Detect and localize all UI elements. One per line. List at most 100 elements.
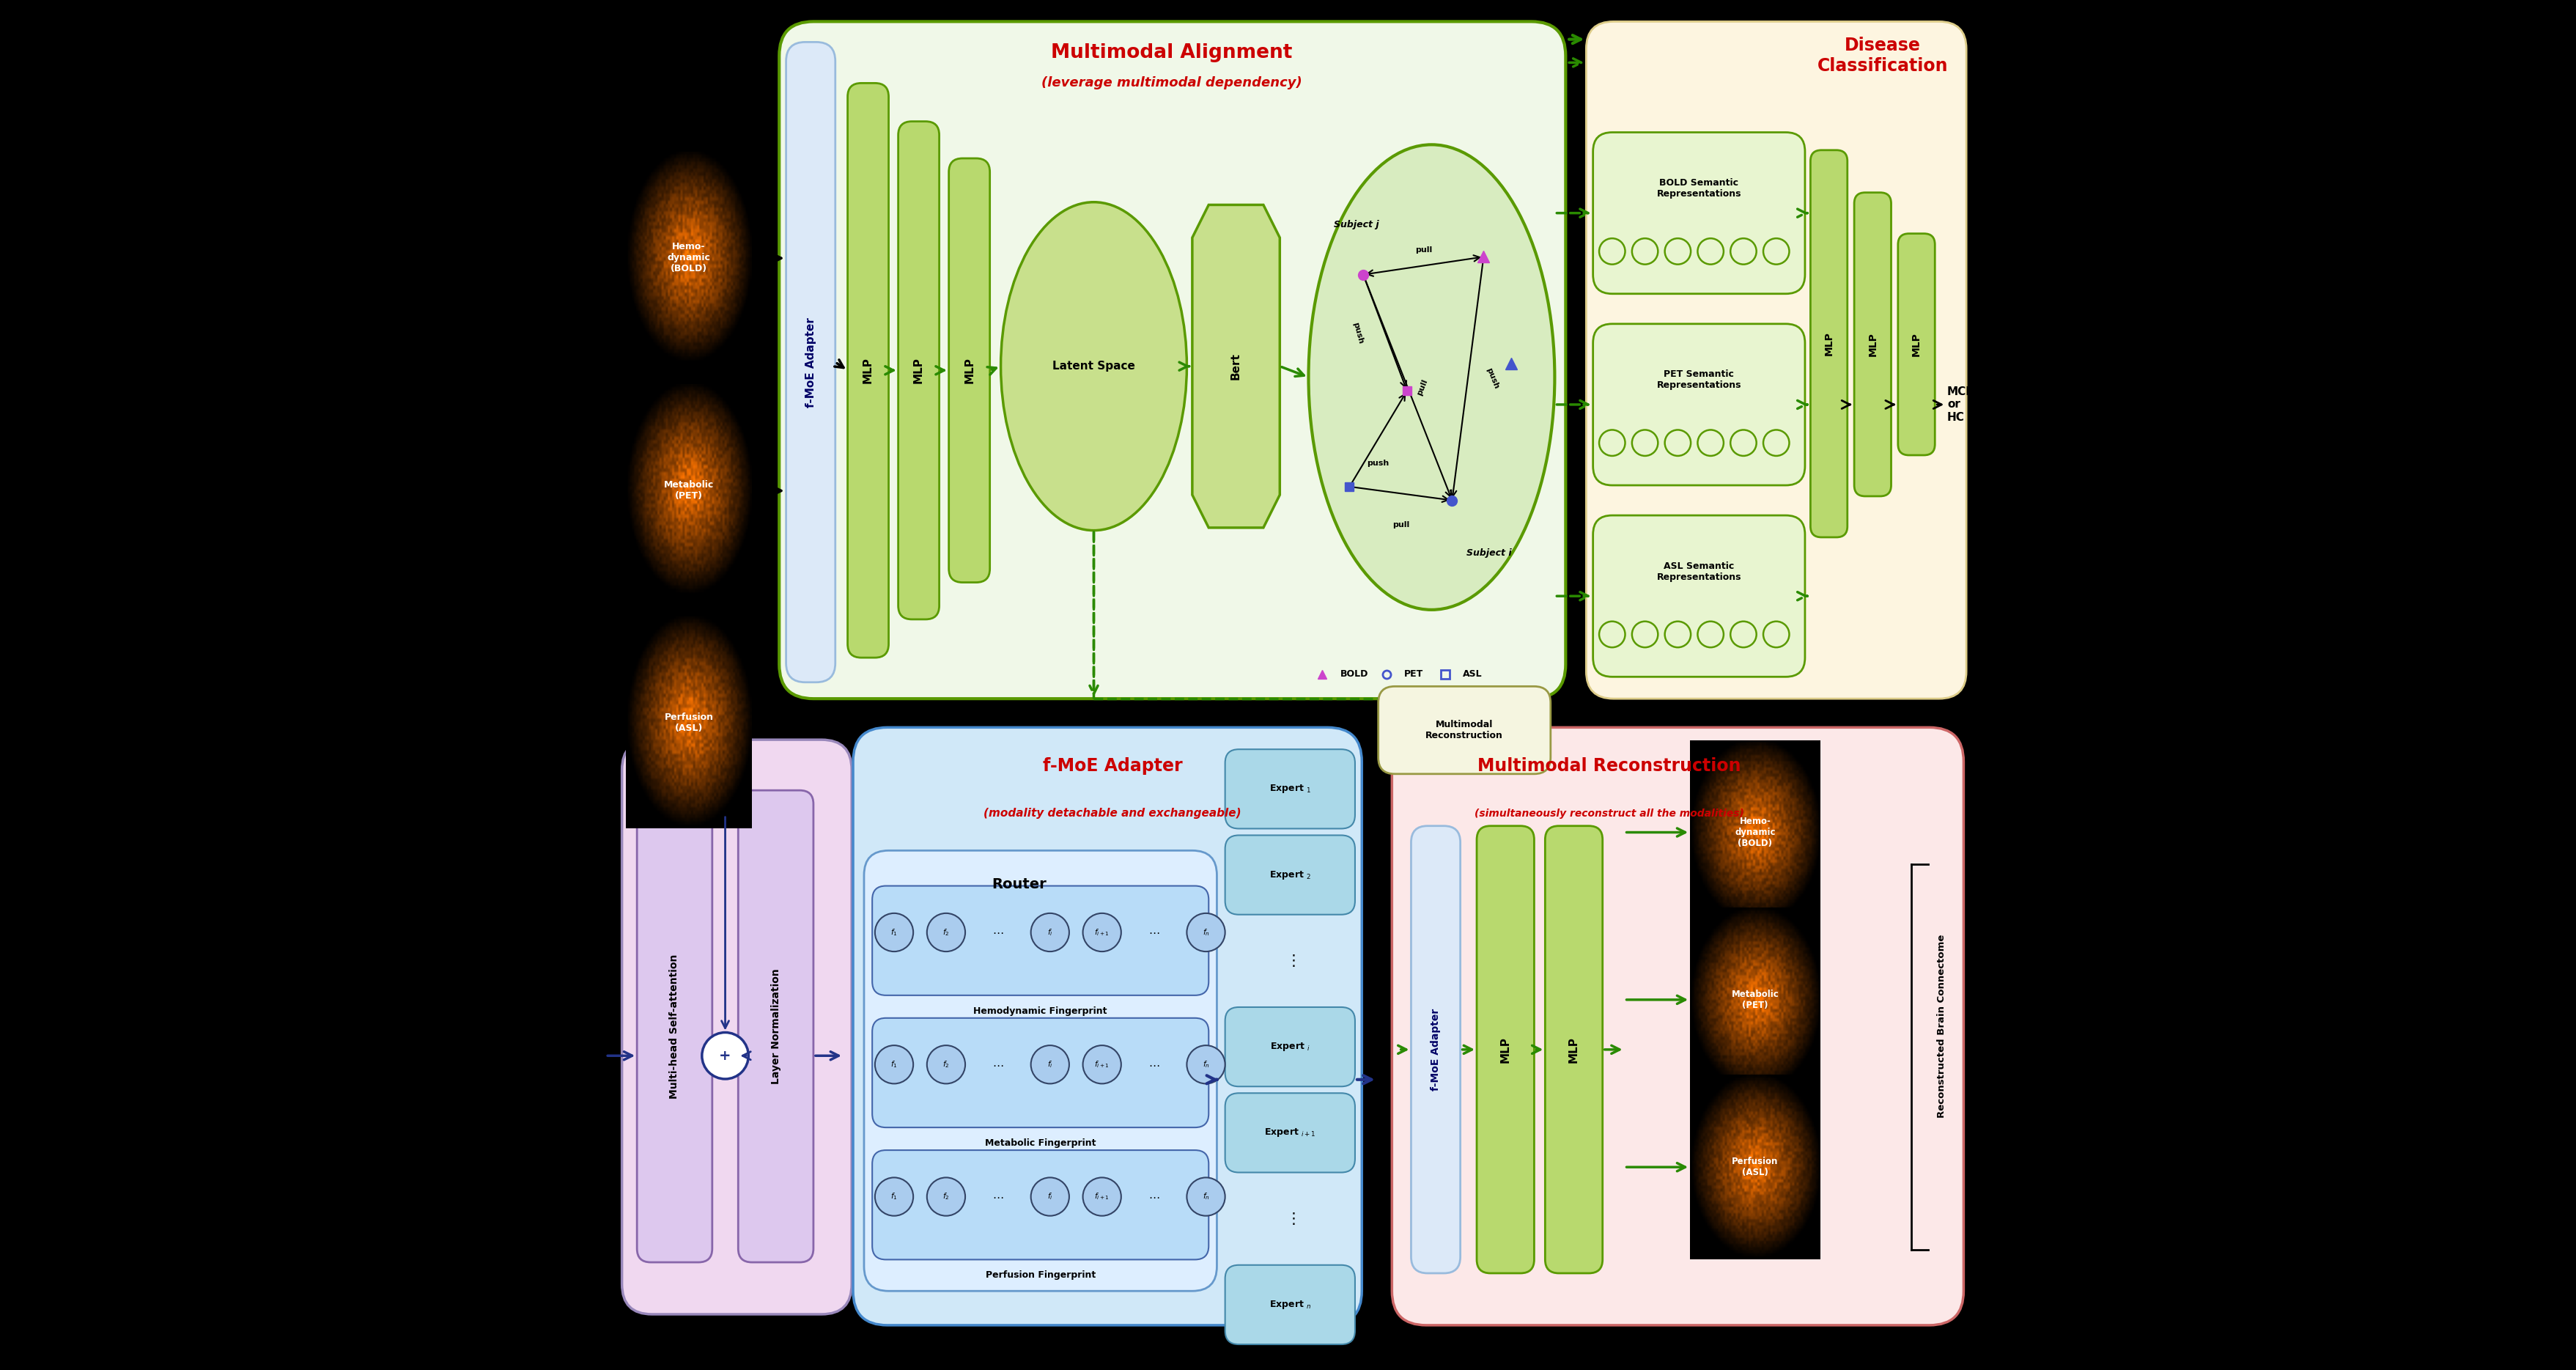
FancyBboxPatch shape bbox=[863, 851, 1216, 1291]
Text: Multimodal Alignment: Multimodal Alignment bbox=[1051, 44, 1293, 63]
Text: (simultaneously reconstruct all the modalities): (simultaneously reconstruct all the moda… bbox=[1473, 808, 1744, 819]
Circle shape bbox=[927, 1178, 966, 1215]
Text: MCI
or
HC: MCI or HC bbox=[1947, 386, 1971, 423]
Text: $f_i$: $f_i$ bbox=[1048, 927, 1054, 937]
FancyBboxPatch shape bbox=[621, 740, 853, 1314]
FancyBboxPatch shape bbox=[1226, 1265, 1355, 1344]
FancyBboxPatch shape bbox=[1412, 826, 1461, 1273]
FancyBboxPatch shape bbox=[873, 886, 1208, 996]
Text: pull: pull bbox=[1414, 378, 1430, 397]
Text: push: push bbox=[1368, 460, 1388, 467]
FancyBboxPatch shape bbox=[739, 790, 814, 1262]
Text: BOLD Semantic
Representations: BOLD Semantic Representations bbox=[1656, 178, 1741, 199]
Text: Multi-head Self-attention: Multi-head Self-attention bbox=[670, 954, 680, 1099]
FancyBboxPatch shape bbox=[1811, 151, 1847, 537]
Text: MLP: MLP bbox=[1868, 333, 1878, 356]
Text: $f_{i+1}$: $f_{i+1}$ bbox=[1095, 1059, 1110, 1070]
Text: MLP: MLP bbox=[1569, 1037, 1579, 1063]
Text: $\cdots$: $\cdots$ bbox=[992, 927, 1005, 938]
Text: $f_2$: $f_2$ bbox=[943, 1059, 951, 1070]
FancyBboxPatch shape bbox=[1476, 826, 1535, 1273]
FancyBboxPatch shape bbox=[1592, 133, 1806, 293]
FancyBboxPatch shape bbox=[778, 22, 1566, 699]
Text: Latent Space: Latent Space bbox=[1054, 360, 1136, 371]
FancyBboxPatch shape bbox=[1391, 727, 1963, 1325]
Text: $\cdots$: $\cdots$ bbox=[992, 1191, 1005, 1201]
Circle shape bbox=[1082, 1178, 1121, 1215]
Text: $f_1$: $f_1$ bbox=[891, 927, 896, 937]
Text: $\cdots$: $\cdots$ bbox=[1149, 1191, 1159, 1201]
Text: Hemo-
dynamic
(BOLD): Hemo- dynamic (BOLD) bbox=[1734, 817, 1775, 848]
FancyBboxPatch shape bbox=[1226, 749, 1355, 829]
FancyBboxPatch shape bbox=[899, 122, 940, 619]
FancyBboxPatch shape bbox=[636, 790, 711, 1262]
Text: f-MoE Adapter: f-MoE Adapter bbox=[1430, 1008, 1440, 1091]
Circle shape bbox=[701, 1033, 750, 1080]
Text: Hemo-
dynamic
(BOLD): Hemo- dynamic (BOLD) bbox=[667, 241, 711, 273]
Text: ASL Semantic
Representations: ASL Semantic Representations bbox=[1656, 562, 1741, 582]
Text: Expert $_{i}$: Expert $_{i}$ bbox=[1270, 1041, 1311, 1052]
Text: f-MoE Adapter: f-MoE Adapter bbox=[1043, 756, 1182, 774]
FancyBboxPatch shape bbox=[1592, 515, 1806, 677]
Text: $\cdots$: $\cdots$ bbox=[1149, 1059, 1159, 1070]
Text: Perfusion Fingerprint: Perfusion Fingerprint bbox=[987, 1270, 1095, 1280]
Text: ASL: ASL bbox=[1463, 670, 1484, 678]
Circle shape bbox=[1030, 914, 1069, 952]
Text: $f_2$: $f_2$ bbox=[943, 927, 951, 937]
Text: Layer Normalization: Layer Normalization bbox=[770, 969, 781, 1084]
Text: push: push bbox=[1352, 321, 1365, 344]
Text: Expert $_{i+1}$: Expert $_{i+1}$ bbox=[1265, 1128, 1316, 1138]
Text: $f_i$: $f_i$ bbox=[1048, 1059, 1054, 1070]
Text: Expert $_{1}$: Expert $_{1}$ bbox=[1270, 784, 1311, 795]
Text: $f_1$: $f_1$ bbox=[891, 1059, 896, 1070]
Text: PET Semantic
Representations: PET Semantic Representations bbox=[1656, 370, 1741, 390]
Ellipse shape bbox=[1002, 203, 1188, 530]
Circle shape bbox=[1082, 914, 1121, 952]
Circle shape bbox=[1030, 1178, 1069, 1215]
Text: Metabolic
(PET): Metabolic (PET) bbox=[665, 479, 714, 500]
Text: $f_n$: $f_n$ bbox=[1203, 927, 1211, 937]
Text: Expert $_{2}$: Expert $_{2}$ bbox=[1270, 869, 1311, 881]
Text: MLP: MLP bbox=[863, 358, 873, 384]
Text: MLP: MLP bbox=[963, 358, 974, 384]
Text: BOLD: BOLD bbox=[1340, 670, 1368, 678]
Text: MLP: MLP bbox=[1911, 333, 1922, 356]
Text: +: + bbox=[719, 1049, 732, 1063]
Text: $\cdots$: $\cdots$ bbox=[1149, 927, 1159, 938]
FancyBboxPatch shape bbox=[853, 727, 1363, 1325]
Text: Subject i: Subject i bbox=[1466, 548, 1512, 558]
Circle shape bbox=[927, 914, 966, 952]
Text: pull: pull bbox=[1414, 247, 1432, 253]
Text: $f_n$: $f_n$ bbox=[1203, 1192, 1211, 1201]
FancyBboxPatch shape bbox=[1226, 1007, 1355, 1086]
FancyBboxPatch shape bbox=[873, 1151, 1208, 1259]
FancyBboxPatch shape bbox=[1592, 323, 1806, 485]
Text: Perfusion
(ASL): Perfusion (ASL) bbox=[665, 712, 714, 733]
FancyBboxPatch shape bbox=[848, 84, 889, 658]
Text: Perfusion
(ASL): Perfusion (ASL) bbox=[1731, 1156, 1777, 1177]
Text: $f_i$: $f_i$ bbox=[1048, 1192, 1054, 1201]
Circle shape bbox=[876, 914, 914, 952]
Text: MLP: MLP bbox=[1824, 332, 1834, 356]
FancyBboxPatch shape bbox=[1226, 1093, 1355, 1173]
Text: Bert: Bert bbox=[1231, 352, 1242, 379]
FancyBboxPatch shape bbox=[1587, 22, 1965, 699]
Text: Hemodynamic Fingerprint: Hemodynamic Fingerprint bbox=[974, 1006, 1108, 1015]
Text: $f_{i+1}$: $f_{i+1}$ bbox=[1095, 927, 1110, 937]
Text: $\cdots$: $\cdots$ bbox=[992, 1059, 1005, 1070]
Text: $f_{i+1}$: $f_{i+1}$ bbox=[1095, 1192, 1110, 1201]
Text: $f_2$: $f_2$ bbox=[943, 1192, 951, 1201]
Text: Router: Router bbox=[992, 878, 1046, 892]
Text: $\vdots$: $\vdots$ bbox=[1285, 954, 1296, 969]
FancyBboxPatch shape bbox=[873, 1018, 1208, 1128]
Text: Metabolic
(PET): Metabolic (PET) bbox=[1731, 989, 1780, 1010]
Text: Reconstructed Brain Connectome: Reconstructed Brain Connectome bbox=[1937, 934, 1947, 1118]
Circle shape bbox=[1188, 914, 1226, 952]
Circle shape bbox=[1188, 1178, 1226, 1215]
Text: f-MoE Adapter: f-MoE Adapter bbox=[806, 316, 817, 407]
Circle shape bbox=[1082, 1045, 1121, 1084]
Text: (modality detachable and exchangeable): (modality detachable and exchangeable) bbox=[984, 808, 1242, 819]
FancyBboxPatch shape bbox=[786, 42, 835, 682]
Text: Multimodal Reconstruction: Multimodal Reconstruction bbox=[1479, 756, 1741, 774]
Text: Metabolic Fingerprint: Metabolic Fingerprint bbox=[984, 1138, 1095, 1148]
